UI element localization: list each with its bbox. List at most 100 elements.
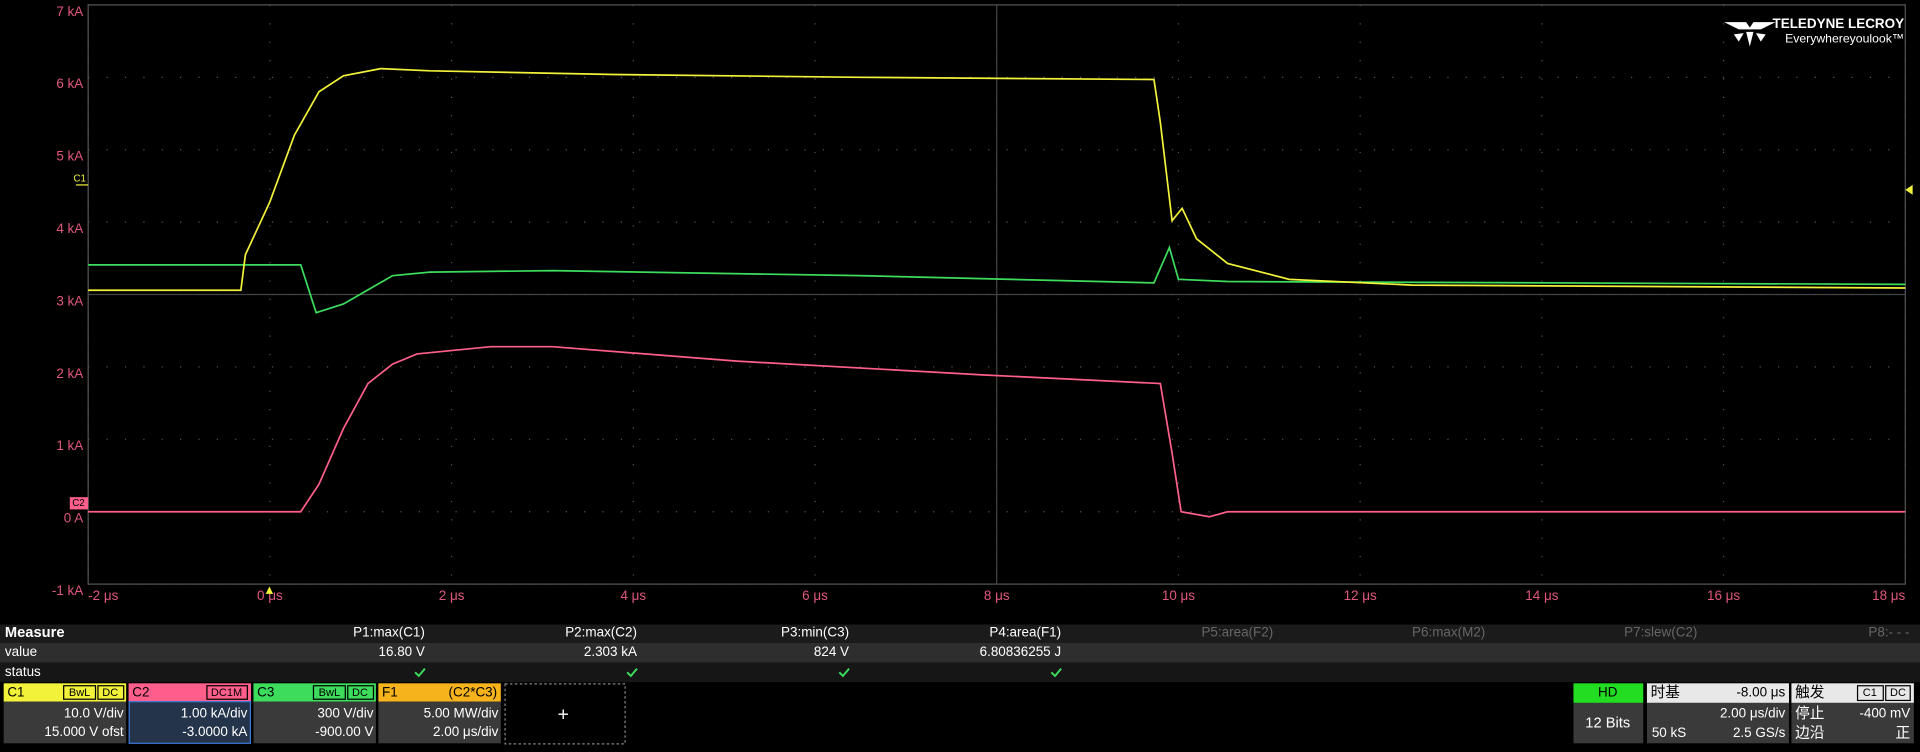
channel-body — [253, 701, 376, 744]
y-tick-label: 5 kA — [56, 149, 83, 164]
measure-value: 2.303 kA — [584, 644, 637, 659]
timebase-body — [1646, 702, 1789, 744]
measure-parameter: P3:min(C3) — [781, 625, 849, 640]
trace — [88, 244, 1906, 314]
x-tick-label: 0 μs — [257, 588, 283, 603]
x-tick-label: 18 μs — [1872, 588, 1905, 603]
channel-header — [128, 683, 252, 702]
logo-mark — [1746, 31, 1754, 47]
channel-c2[interactable]: C2 DC1M 1.00 kA/div -3.0000 kA — [128, 683, 252, 744]
add-label: + — [558, 703, 569, 725]
x-tick-label: -2 μs — [88, 588, 118, 603]
hd-header — [1573, 683, 1644, 703]
measure-columns: P1:max(C1) P2:max(C2) P3:min(C3) P4:area(F1… — [353, 625, 1909, 678]
x-tick-label: 2 μs — [439, 588, 465, 603]
measure-value: 16.80 V — [379, 644, 425, 659]
y-tick-label: -1 kA — [52, 583, 83, 598]
timebase-header — [1646, 683, 1789, 703]
trigger-type-label: 边沿 — [1795, 724, 1824, 741]
math-body — [378, 701, 501, 744]
channel-name: C3 — [257, 685, 274, 700]
channel-body — [128, 701, 252, 744]
timebase-scale: 2.00 μs/div — [1720, 705, 1786, 720]
hd-mode: HD — [1598, 685, 1618, 700]
measure-parameter: P5:area(F2) — [1201, 625, 1273, 640]
timebase-label: 时基 — [1651, 684, 1681, 701]
logo: TELEDYNE LECROY Everywhereyoulook™ — [1724, 16, 1905, 47]
trace — [88, 345, 1906, 518]
math-timebase: 2.00 μs/div — [433, 724, 499, 739]
timebase-delay: -8.00 μs — [1736, 685, 1785, 700]
status-check — [414, 667, 426, 678]
x-tick-label: 10 μs — [1162, 588, 1195, 603]
channel-c1[interactable]: C1 BwL DC 10.0 V/div 15.000 V ofst — [3, 683, 127, 744]
logo-mark — [1755, 33, 1766, 42]
y-tick-label: 3 kA — [56, 293, 83, 308]
math-f1[interactable]: F1 (C2*C3) 5.00 MW/div 2.00 μs/div — [378, 683, 501, 744]
plot-area: -1 kA 0 A 1 kA 2 kA 3 kA 4 kA 5 kA 6 kA 7 kA -2 μ… — [52, 4, 1906, 603]
measure-parameter: P6:max(M2) — [1412, 625, 1485, 640]
trigger-position-marker — [265, 586, 274, 594]
trigger-slope: 正 — [1896, 725, 1911, 741]
logo-brand: TELEDYNE LECROY — [1773, 16, 1905, 31]
x-tick-label: 14 μs — [1525, 588, 1558, 603]
trigger-label: 触发 — [1795, 684, 1825, 701]
measure-header-row — [0, 624, 1920, 643]
trigger-level: -400 mV — [1859, 705, 1910, 720]
tag-box — [347, 685, 375, 700]
channel-scale: 1.00 kA/div — [181, 705, 248, 720]
timebase-samples: 50 kS — [1652, 725, 1686, 740]
math-expression: (C2*C3) — [449, 685, 498, 700]
channel-marker: C1 — [73, 173, 86, 184]
channel-tag: DC — [102, 687, 118, 699]
timebase[interactable]: 时基 -8.00 μs 2.00 μs/div 50 kS 2.5 GS/s — [1646, 683, 1789, 744]
trigger-coupling: DC — [1890, 687, 1906, 699]
tag-box — [97, 685, 125, 700]
channel-tag: BwL — [69, 687, 90, 699]
channel-scale: 10.0 V/div — [64, 705, 124, 720]
acquisition[interactable]: HD 12 Bits — [1573, 683, 1644, 744]
measure-parameter: P2:max(C2) — [565, 625, 637, 640]
tag-box — [1856, 685, 1884, 702]
logo-mark — [1733, 33, 1744, 42]
channel-body — [3, 701, 127, 744]
x-tick-label: 4 μs — [620, 588, 646, 603]
channel-offset: 15.000 V ofst — [44, 724, 124, 739]
measure-value: 824 V — [814, 644, 849, 659]
logo-tagline: Everywhereyoulook™ — [1785, 31, 1904, 45]
channel-tag: DC — [352, 687, 368, 699]
x-tick-label: 6 μs — [802, 588, 828, 603]
hd-body — [1573, 702, 1644, 744]
y-tick-label: 6 kA — [56, 76, 83, 91]
logo-mark — [1748, 22, 1776, 30]
math-scale: 5.00 MW/div — [424, 705, 499, 720]
channel-marker-box — [69, 497, 89, 510]
measure-parameter: P1:max(C1) — [353, 625, 425, 640]
channel-name: C2 — [132, 685, 149, 700]
y-tick-label: 0 A — [64, 511, 83, 526]
channel-offset: -3.0000 kA — [182, 724, 247, 739]
trigger[interactable]: 触发 C1 DC 停止 -400 mV 边沿 正 — [1791, 683, 1914, 744]
status-check — [838, 667, 850, 678]
measure-parameter: P7:slew(C2) — [1624, 625, 1697, 640]
trigger-body — [1791, 702, 1914, 744]
trigger-source: C1 — [1863, 687, 1877, 699]
tag-box — [1885, 685, 1911, 702]
logo-mark — [1724, 22, 1752, 30]
add-button[interactable]: + — [504, 683, 626, 745]
timebase-rate: 2.5 GS/s — [1733, 725, 1786, 740]
tag-box — [206, 685, 248, 700]
channel-scale: 300 V/div — [317, 705, 373, 720]
measure-parameter: P8:- - - — [1868, 625, 1909, 640]
channel-tag: DC1M — [211, 687, 242, 699]
status-check — [1050, 667, 1062, 678]
y-tick-label: 2 kA — [56, 366, 83, 381]
row-label: value — [5, 644, 37, 659]
math-header — [378, 683, 501, 702]
channel-c3[interactable]: C3 BwL DC 300 V/div -900.00 V — [253, 683, 376, 744]
channel-tag: BwL — [319, 687, 340, 699]
trace — [88, 67, 1906, 292]
tag-box — [312, 685, 346, 700]
measure-value: 6.80836255 J — [980, 644, 1062, 659]
